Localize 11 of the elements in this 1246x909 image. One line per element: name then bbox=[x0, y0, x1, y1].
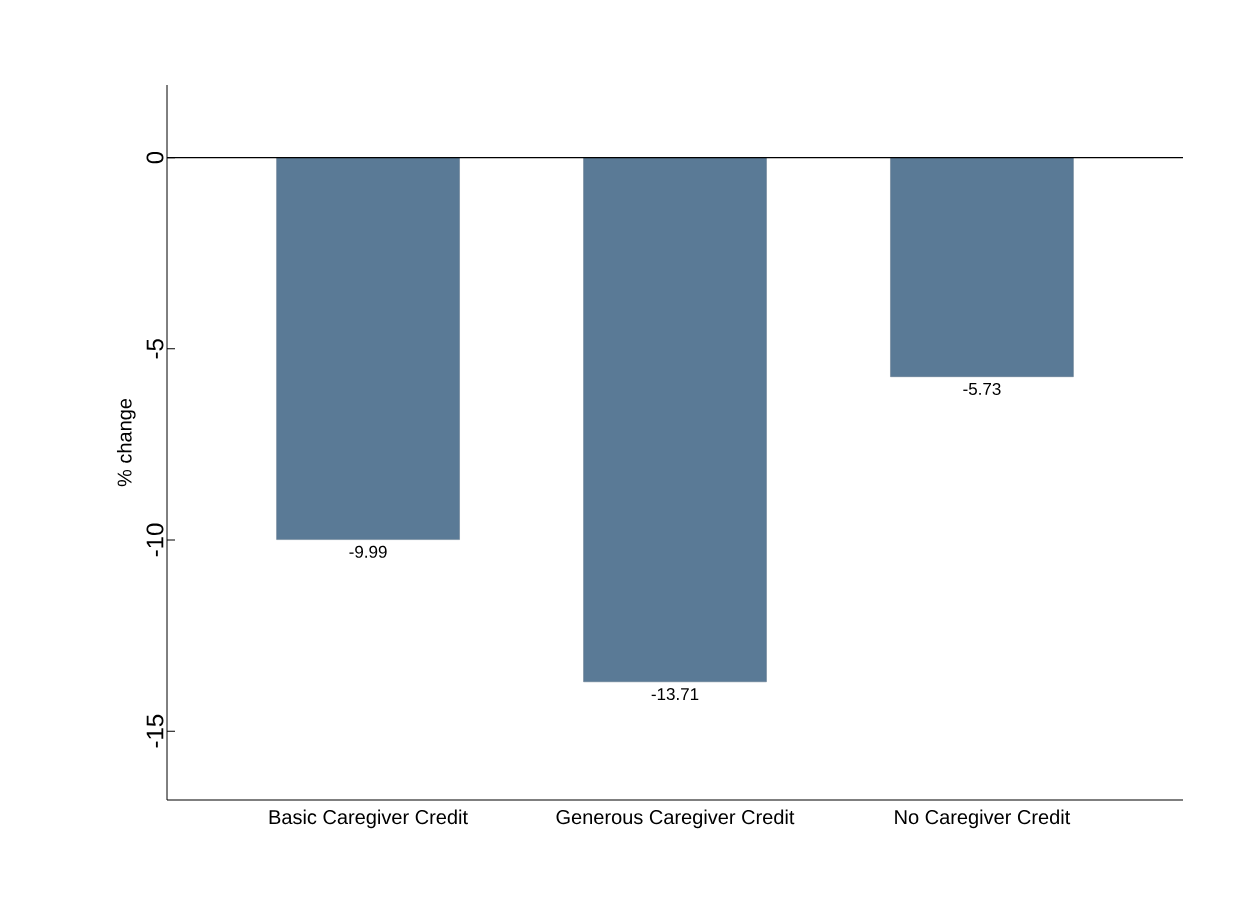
y-tick-label: 0 bbox=[146, 151, 164, 164]
x-tick-label: No Caregiver Credit bbox=[895, 809, 1071, 829]
y-axis-title: % change bbox=[116, 398, 136, 487]
y-tick-label: -5 bbox=[146, 339, 164, 359]
data-label: -5.73 bbox=[963, 382, 1001, 395]
y-tick-label: -10 bbox=[146, 523, 164, 557]
data-label: -13.71 bbox=[651, 688, 699, 701]
y-tick-label: -15 bbox=[146, 714, 164, 748]
x-tick-label: Generous Caregiver Credit bbox=[556, 809, 795, 829]
x-tick-label: Basic Caregiver Credit bbox=[269, 809, 468, 829]
data-label: -9.99 bbox=[349, 545, 387, 558]
